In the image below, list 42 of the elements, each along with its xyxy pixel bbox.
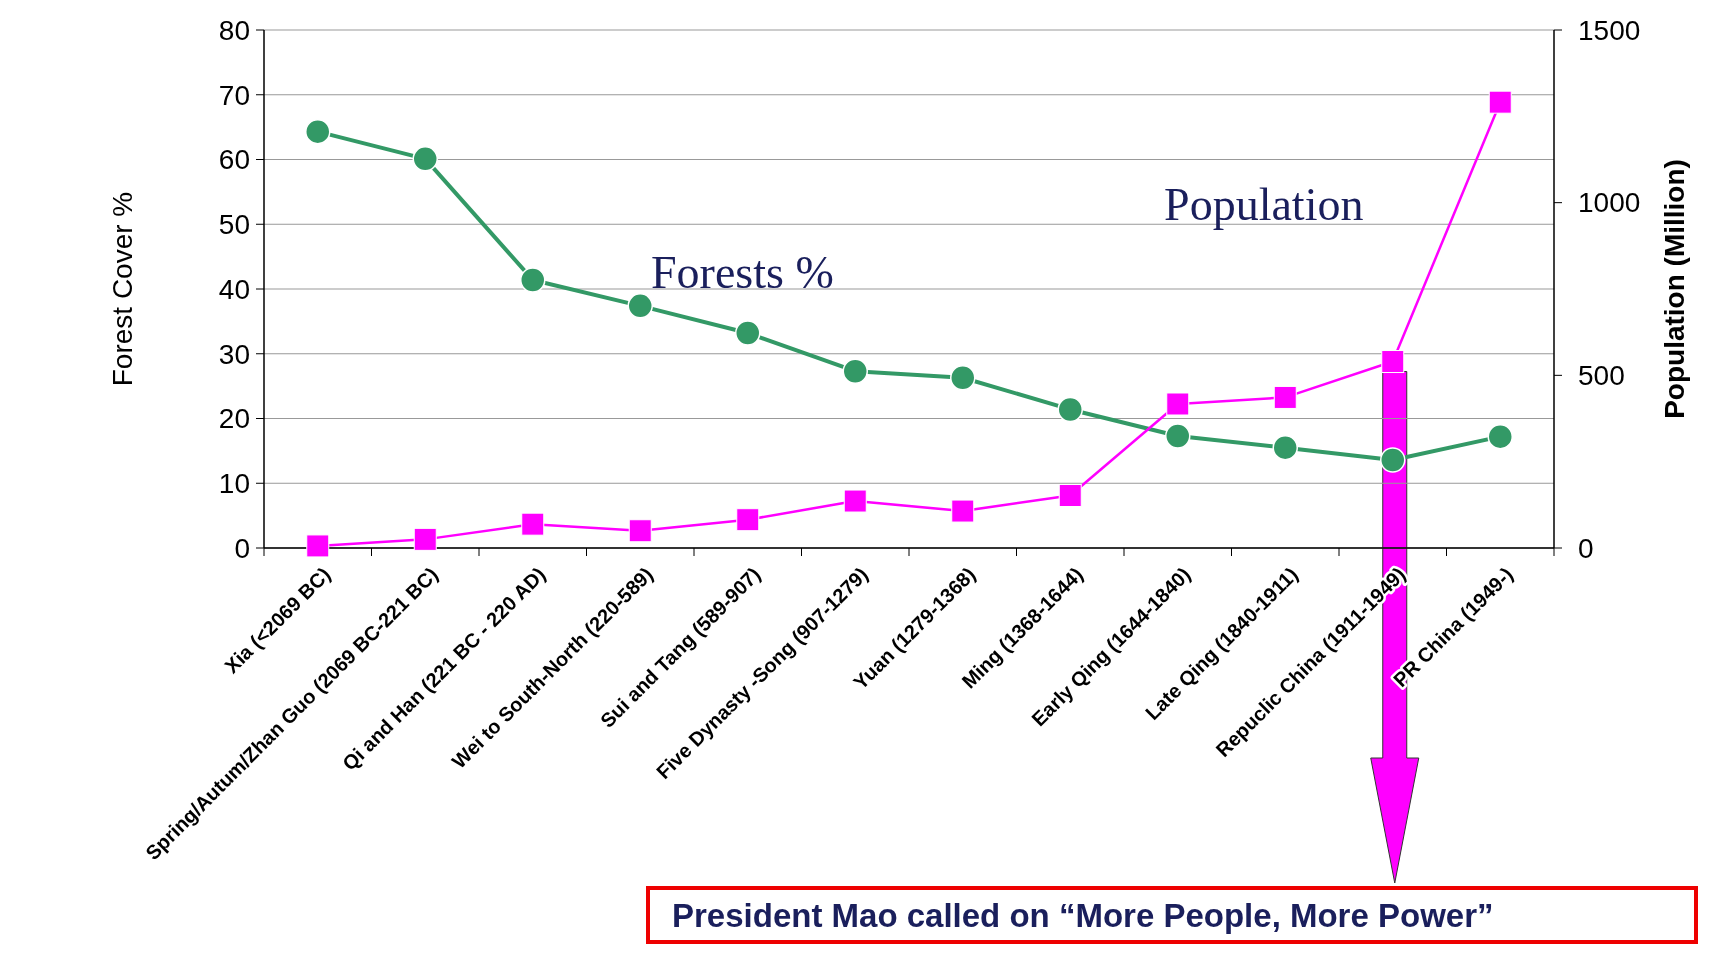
y-tick-label: 70: [218, 79, 250, 111]
point: [412, 146, 438, 172]
point: [1272, 434, 1298, 461]
y2-axis-title: Population (Million): [1659, 159, 1690, 419]
y2-tick-label: 500: [1578, 360, 1625, 392]
y-axis-title: Forest Cover %: [107, 191, 138, 387]
point: [843, 489, 867, 513]
point: [628, 519, 652, 543]
y-tick-label: 30: [218, 338, 250, 370]
text: President Mao called on “More People, More Power”: [672, 896, 1494, 934]
y-tick-label: 20: [218, 403, 250, 435]
series-label: Population: [1164, 179, 1364, 230]
point: [736, 508, 760, 532]
point: [1487, 423, 1513, 450]
point: [1488, 90, 1512, 114]
y-tick-label: 50: [218, 209, 250, 241]
point: [1165, 423, 1191, 449]
point: [413, 527, 437, 551]
y-tick-label: 40: [218, 273, 250, 305]
point: [842, 358, 868, 384]
point: [1381, 350, 1405, 374]
y-tick-label: 0: [234, 532, 250, 564]
y-tick-label: 80: [218, 14, 250, 46]
y2-tick-label: 1000: [1578, 187, 1641, 219]
point: [1058, 484, 1082, 508]
point: [521, 512, 545, 536]
point: [627, 293, 653, 319]
y2-tick-label: 0: [1578, 532, 1594, 564]
point: [950, 364, 976, 391]
point: [1057, 396, 1083, 423]
point: [1166, 392, 1190, 416]
y-tick-label: 60: [218, 144, 250, 176]
point: [951, 499, 975, 523]
point: [1273, 385, 1297, 409]
point: [1380, 447, 1406, 473]
point: [305, 118, 331, 145]
series-label: Forests %: [651, 247, 834, 299]
y-tick-label: 10: [218, 468, 250, 500]
point: [306, 534, 330, 558]
y2-tick-label: 1500: [1578, 14, 1641, 46]
point: [735, 320, 761, 346]
point: [520, 267, 546, 293]
